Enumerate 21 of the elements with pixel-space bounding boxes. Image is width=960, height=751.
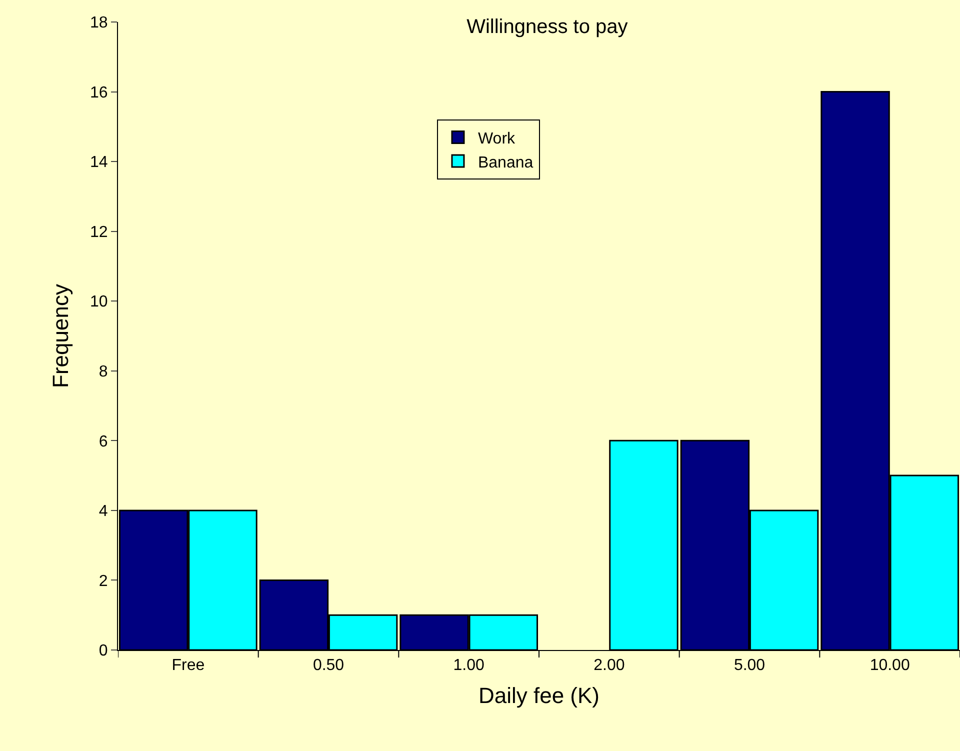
x-tick-label: 2.00	[594, 657, 625, 674]
x-axis-title: Daily fee (K)	[478, 683, 600, 708]
legend-label: Work	[478, 130, 516, 148]
y-tick-label: 14	[90, 154, 108, 172]
y-tick-label: 0	[98, 642, 108, 660]
x-tick-label: 0.50	[312, 657, 344, 674]
y-tick-label: 12	[90, 224, 108, 241]
y-tick-label: 16	[90, 84, 108, 102]
y-tick-label: 2	[98, 572, 108, 590]
y-tick-label: 4	[98, 503, 108, 520]
y-tick-label: 10	[90, 294, 108, 311]
chart-title: Willingness to pay	[466, 16, 628, 38]
x-tick-label: 10.00	[870, 657, 910, 674]
x-tick-label: 5.00	[734, 657, 766, 674]
x-tick-label: 1.00	[453, 657, 484, 674]
y-axis-title: Frequency	[48, 284, 73, 388]
y-tick-label: 8	[98, 363, 108, 380]
y-tick-label: 6	[98, 433, 108, 450]
x-tick-label: Free	[172, 657, 205, 674]
y-tick-label: 18	[90, 14, 108, 32]
legend-label: Banana	[478, 154, 534, 172]
